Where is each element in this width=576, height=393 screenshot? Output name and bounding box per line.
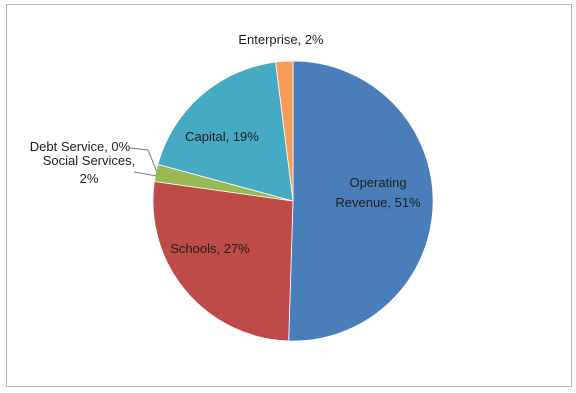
leader-line-social-services bbox=[133, 171, 158, 177]
leader-lines bbox=[129, 147, 158, 177]
slice-label-schools: Schools, 27% bbox=[170, 241, 250, 256]
slice-label-line: 2% bbox=[80, 171, 99, 186]
slice-label-line: Schools, 27% bbox=[170, 241, 250, 256]
slice-label-social-services: Social Services, 2% bbox=[43, 153, 135, 186]
slice-label-debt-service: Debt Service, 0% bbox=[30, 139, 131, 154]
slice-label-line: Operating bbox=[349, 175, 406, 190]
slice-label-operating-revenue: Operating Revenue, 51% bbox=[335, 175, 421, 210]
slice-capital bbox=[157, 61, 294, 202]
slice-operating-revenue bbox=[288, 60, 434, 342]
slice-label-line: Capital, 19% bbox=[185, 129, 259, 144]
slice-label-line: Social Services, bbox=[43, 153, 135, 168]
pie-slices bbox=[152, 60, 434, 342]
slice-schools bbox=[152, 181, 294, 342]
slice-label-line: Debt Service, 0% bbox=[30, 139, 131, 154]
leader-line-debt-service bbox=[129, 147, 158, 173]
slice-label-capital: Capital, 19% bbox=[185, 129, 259, 144]
slice-labels: Operating Revenue, 51% Schools, 27% Social … bbox=[30, 32, 421, 256]
slice-label-line: Enterprise, 2% bbox=[238, 32, 324, 47]
slice-enterprise bbox=[275, 60, 294, 202]
slice-label-line: Revenue, 51% bbox=[335, 195, 421, 210]
slice-label-enterprise: Enterprise, 2% bbox=[238, 32, 324, 47]
